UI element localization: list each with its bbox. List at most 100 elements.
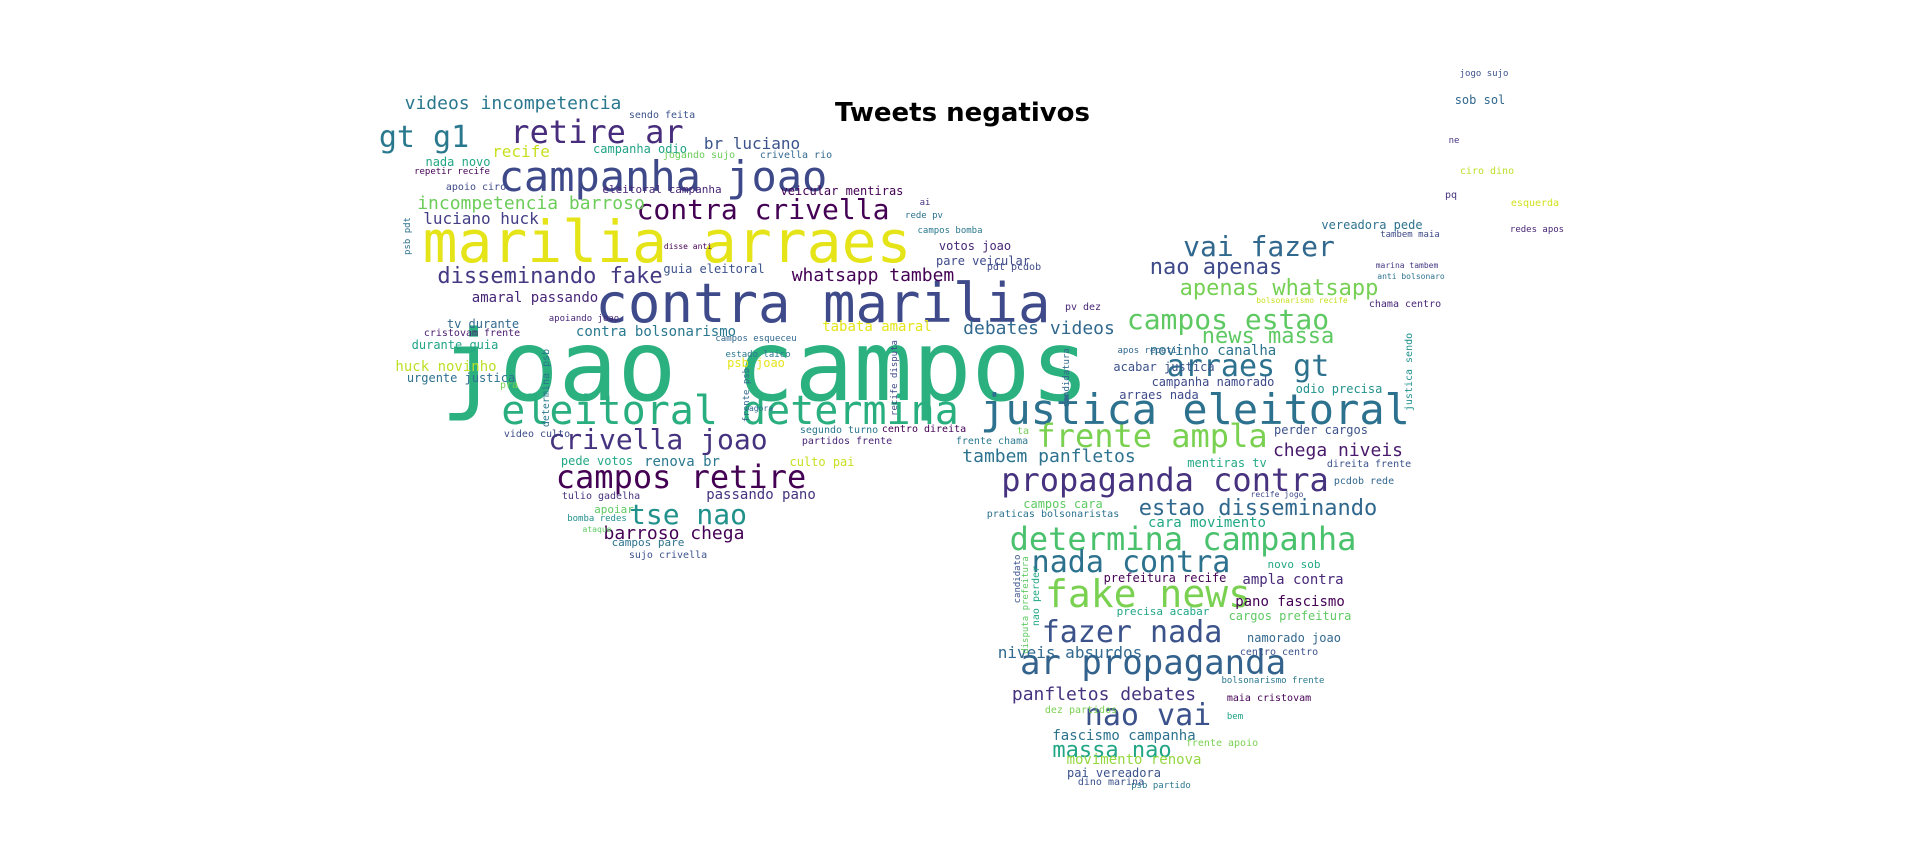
wordcloud-word: apos repetir [1117, 346, 1183, 356]
wordcloud-word: cargos prefeitura [1229, 609, 1352, 623]
wordcloud-word: praticas bolsonaristas [987, 509, 1119, 520]
wordcloud-word: perder cargos [1274, 423, 1368, 437]
wordcloud-word: fazer nada [1042, 615, 1223, 650]
wordcloud-word: jogando sujo [663, 150, 735, 161]
wordcloud-word: dez partidos [1045, 705, 1117, 716]
wordcloud-word: pano fascismo [1235, 594, 1345, 610]
wordcloud-word: apoiar [594, 503, 634, 516]
wordcloud-word: campos cara [1023, 497, 1102, 511]
wordcloud-word: nao perder [1031, 566, 1042, 626]
wordcloud-word: arraes nada [1119, 388, 1198, 402]
wordcloud-word: joao campos [440, 310, 1089, 424]
wordcloud-word: precisa acabar [1117, 605, 1210, 618]
wordcloud-word: movimento renova [1067, 752, 1202, 768]
wordcloud-word: tv durante [447, 317, 519, 331]
wordcloud-word: tse nao [629, 498, 747, 531]
wordcloud-word: bomba redes [567, 514, 627, 524]
wordcloud-word: jogo sujo [1460, 69, 1509, 79]
wordcloud-word: bolsonarismo frente [1222, 676, 1325, 686]
wordcloud-word: novo sob [1268, 558, 1321, 571]
wordcloud-word: pai vereadora [1067, 766, 1161, 780]
wordcloud-word: ataque [583, 525, 612, 534]
wordcloud-word: pra [500, 380, 518, 391]
wordcloud-word: urgente justica [407, 371, 515, 385]
wordcloud-word: bolsonarismo recife [1256, 296, 1348, 305]
wordcloud-word: amaral passando [472, 290, 598, 306]
wordcloud-word: debates videos [963, 318, 1115, 339]
wordcloud-word: pede votos [561, 454, 633, 468]
wordcloud-word: acabar justica [1113, 360, 1214, 374]
wordcloud-word: fascismo campanha [1052, 728, 1195, 744]
wordcloud-word: pdt pcdob [987, 262, 1041, 273]
wordcloud-word: whatsapp tambem [792, 265, 955, 286]
wordcloud-word: nada contra [1032, 545, 1231, 580]
wordcloud-word: odio precisa [1296, 382, 1383, 396]
wordcloud-word: frente ampla [1036, 417, 1267, 455]
wordcloud-word: recife disputa [890, 340, 900, 416]
wordcloud-word: campos retire [556, 458, 806, 496]
wordcloud-word: apoio ciro [446, 182, 506, 193]
wordcloud-word: anti bolsonaro [1377, 272, 1445, 281]
wordcloud-word: cristovam frente [424, 328, 520, 339]
wordcloud-word: campos esqueceu [715, 334, 796, 344]
wordcloud-word: tulio gadelha [562, 491, 640, 502]
wordcloud-word: sujo crivella [629, 550, 707, 561]
wordcloud-word: passando pano [706, 487, 816, 503]
wordcloud-word: prefeitura recife [1104, 571, 1227, 585]
wordcloud-word: repetir recife [414, 167, 490, 177]
wordcloud-word: chama centro [1369, 299, 1441, 310]
wordcloud-word: sendo feita [629, 110, 695, 121]
wordcloud-word: contra bolsonarismo [576, 324, 736, 340]
wordcloud-word: news massa [1202, 324, 1334, 349]
wordcloud-word: campanha namorado [1152, 375, 1275, 389]
wordcloud-word: candidatura [1062, 348, 1072, 408]
wordcloud-word: cara movimento [1148, 515, 1266, 531]
wordcloud-word: nada novo [425, 155, 490, 169]
wordcloud-word: pcdob rede [1334, 476, 1394, 487]
wordcloud-word: redes apos [1510, 225, 1564, 235]
wordcloud-word: durante guia [412, 338, 499, 352]
wordcloud-word: nao apenas [1150, 255, 1282, 280]
wordcloud-word: video culto [504, 429, 570, 440]
wordcloud-word: ta [1017, 426, 1029, 437]
wordcloud-word: namorado joao [1247, 631, 1341, 645]
wordcloud-word: marina tambem [1376, 261, 1439, 270]
wordcloud-word: dino marina [1078, 777, 1144, 788]
wordcloud-word: campos bomba [917, 226, 982, 236]
wordcloud-word: esquerda [1511, 198, 1559, 209]
wordcloud-word: recife [492, 142, 550, 161]
wordcloud-word: ar propaganda [1020, 643, 1286, 683]
wordcloud-word: ciro dino [1460, 166, 1514, 177]
wordcloud-word: tabata amaral [822, 319, 932, 335]
wordcloud-word: gt g1 [379, 120, 469, 155]
wordcloud-word: determina psb [541, 349, 552, 427]
wordcloud-word: crivella joao [548, 423, 767, 456]
wordcloud-word: apoiando joao [549, 314, 619, 324]
wordcloud-word: pv dez [1065, 302, 1101, 313]
wordcloud-word: massa nao [1052, 738, 1171, 763]
wordcloud-word: estao disseminando [1139, 496, 1377, 521]
wordcloud-word: frente chama [956, 436, 1028, 447]
wordcloud-word: sob sol [1455, 93, 1506, 107]
wordcloud-word: crivella rio [760, 150, 832, 161]
wordcloud-word: renova br [644, 454, 720, 470]
wordcloud-word: huck novinho [395, 359, 496, 375]
wordcloud-word: barroso chega [604, 523, 745, 544]
wordcloud-word: direita frente [1327, 459, 1411, 470]
wordcloud-word: campos estao [1127, 303, 1329, 336]
wordcloud-word: incompetencia barroso [417, 193, 645, 214]
wordcloud-word: disseminando fake [437, 264, 662, 289]
wordcloud-word: psb joao [727, 356, 785, 370]
wordcloud-word: chega niveis [1273, 440, 1403, 461]
wordcloud-word: apenas whatsapp [1180, 276, 1379, 301]
wordcloud-word: rede pv [905, 211, 943, 221]
wordcloud-word: maia cristovam [1227, 693, 1311, 704]
chart-title: Tweets negativos [834, 98, 1091, 128]
wordcloud-word: panfletos debates [1012, 684, 1196, 705]
wordcloud-word: pare veicular [936, 254, 1030, 268]
wordcloud-word: novinho canalha [1150, 343, 1276, 359]
wordcloud-word: br luciano [704, 134, 800, 153]
wordcloud-word: recife jogo [1251, 490, 1304, 499]
wordcloud-word: disse anti [664, 242, 712, 251]
wordcloud-word: campanha odio [593, 142, 687, 156]
